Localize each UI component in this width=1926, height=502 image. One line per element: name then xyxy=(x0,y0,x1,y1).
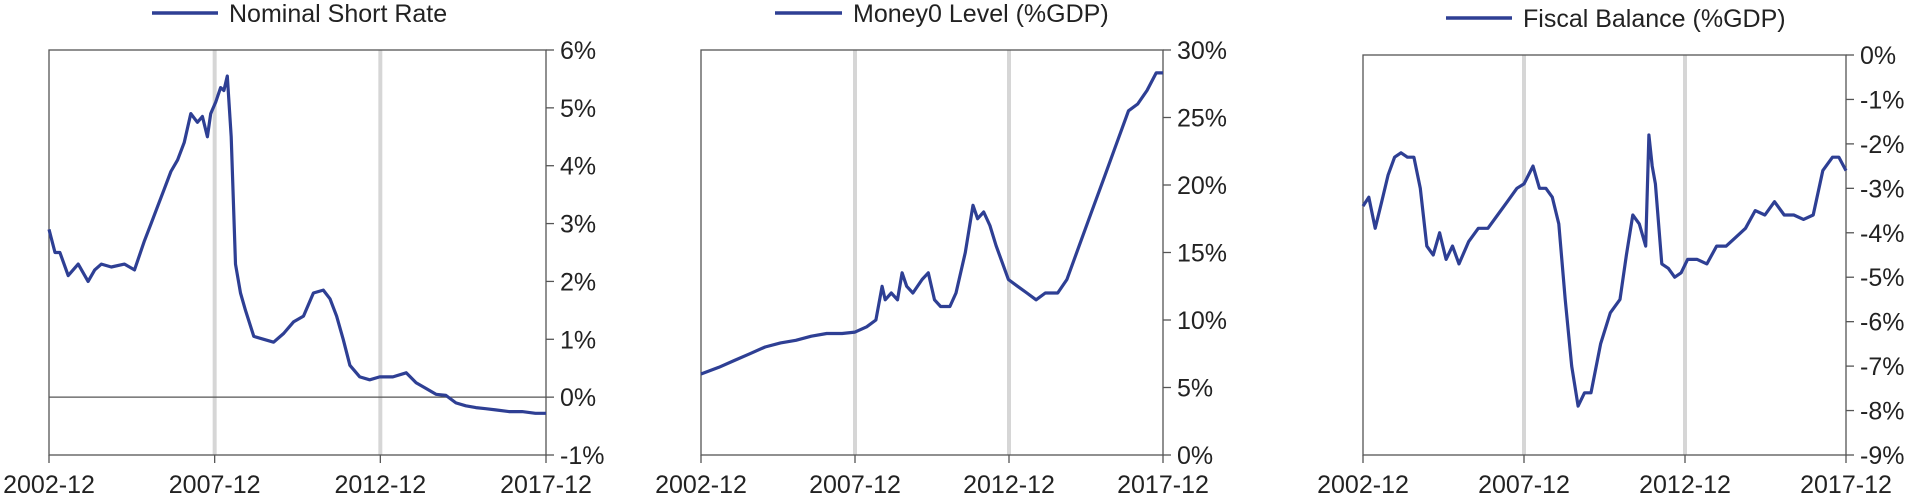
plot-frame xyxy=(700,49,1164,456)
x-tick-label: 2017-12 xyxy=(1800,471,1892,499)
y-tick-label: -8% xyxy=(1860,398,1904,426)
y-tick-label: 0% xyxy=(560,384,596,412)
series-line xyxy=(700,71,1163,376)
legend-label: Fiscal Balance (%GDP) xyxy=(1523,5,1786,33)
y-tick-label: 5% xyxy=(1177,375,1213,403)
y-tick-label: 25% xyxy=(1177,105,1227,133)
y-tick-label: 10% xyxy=(1177,307,1227,335)
x-tick-label: 2012-12 xyxy=(1639,471,1731,499)
x-tick-label: 2002-12 xyxy=(1317,471,1409,499)
y-tick-label: 3% xyxy=(560,211,596,239)
y-tick-label: -4% xyxy=(1860,220,1904,248)
y-tick-label: 30% xyxy=(1177,37,1227,65)
y-tick-label: 20% xyxy=(1177,172,1227,200)
x-tick-label: 2007-12 xyxy=(809,471,901,499)
x-tick-label: 2017-12 xyxy=(1117,471,1209,499)
plot-frame xyxy=(48,49,547,456)
chart-panel-3: -9% -8% -7% -6% -5% -4% -3% -2% -1% 0% 2002-12 2007… xyxy=(1317,5,1904,499)
y-tick-label: 6% xyxy=(560,37,596,65)
y-tick-label: 2% xyxy=(560,268,596,296)
y-tick-label: 0% xyxy=(1860,42,1896,70)
y-tick-label: -3% xyxy=(1860,175,1904,203)
x-tick-label: 2007-12 xyxy=(169,471,261,499)
y-tick-label: -1% xyxy=(560,442,604,470)
y-tick-label: 5% xyxy=(560,95,596,123)
series-line xyxy=(1361,133,1848,408)
y-tick-label: -6% xyxy=(1860,309,1904,337)
y-tick-label: -7% xyxy=(1860,353,1904,381)
y-tick-label: 4% xyxy=(560,153,596,181)
x-tick-label: 2012-12 xyxy=(334,471,426,499)
y-tick-label: -1% xyxy=(1860,86,1904,114)
legend-label: Nominal Short Rate xyxy=(229,0,447,28)
x-tick-label: 2007-12 xyxy=(1478,471,1570,499)
x-tick-label: 2002-12 xyxy=(655,471,747,499)
legend-label: Money0 Level (%GDP) xyxy=(853,0,1109,28)
x-tick-label: 2012-12 xyxy=(963,471,1055,499)
y-tick-label: 1% xyxy=(560,326,596,354)
y-tick-label: 0% xyxy=(1177,442,1213,470)
y-tick-label: -9% xyxy=(1860,442,1904,470)
plot-frame xyxy=(1362,54,1847,456)
x-tick-label: 2002-12 xyxy=(3,471,95,499)
chart-panel-2: 0% 5% 10% 15% 20% 25% 30% 2002-12 2007-12 2012-12… xyxy=(655,0,1227,499)
y-tick-label: -5% xyxy=(1860,264,1904,292)
series-line xyxy=(47,74,546,415)
y-tick-label: 15% xyxy=(1177,240,1227,268)
y-tick-label: -2% xyxy=(1860,131,1904,159)
chart-panel-1: -1% 0% 1% 2% 3% 4% 5% 6% 2002-12 2007-12 2012-12 20… xyxy=(3,0,604,499)
x-tick-label: 2017-12 xyxy=(500,471,592,499)
